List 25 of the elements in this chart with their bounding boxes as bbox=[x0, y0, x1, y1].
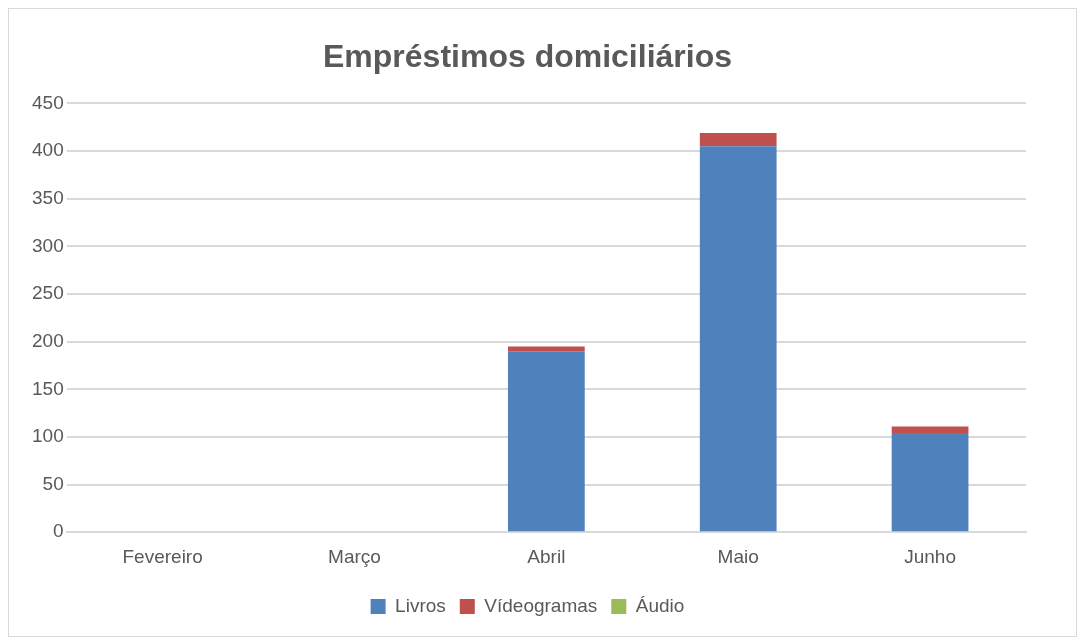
y-tick-label: 300 bbox=[32, 234, 64, 256]
y-tick-label: 50 bbox=[42, 472, 64, 494]
y-tick-label: 100 bbox=[32, 425, 64, 447]
bar bbox=[699, 146, 777, 532]
x-tick-label: Maio bbox=[717, 545, 759, 567]
bar bbox=[507, 351, 585, 532]
x-tick-label: Junho bbox=[904, 545, 956, 567]
bar bbox=[891, 433, 969, 532]
x-tick-label: Fevereiro bbox=[122, 545, 203, 567]
y-tick-label: 250 bbox=[32, 282, 64, 304]
y-tick-label: 400 bbox=[32, 139, 64, 161]
bar bbox=[699, 132, 777, 147]
x-tick-label: Abril bbox=[527, 545, 566, 567]
chart-title: Empréstimos domiciliários bbox=[322, 38, 733, 75]
bar bbox=[891, 426, 969, 434]
y-tick-label: 350 bbox=[32, 186, 64, 208]
y-tick-label: 200 bbox=[32, 329, 64, 351]
legend-label: Vídeogramas bbox=[484, 594, 598, 616]
y-tick-label: 150 bbox=[32, 377, 64, 399]
legend-label: Áudio bbox=[635, 594, 685, 616]
y-tick-label: 0 bbox=[53, 520, 64, 542]
y-tick-label: 450 bbox=[32, 91, 64, 113]
x-tick-label: Março bbox=[328, 545, 381, 567]
legend-label: Livros bbox=[395, 594, 446, 616]
bar bbox=[507, 346, 585, 352]
